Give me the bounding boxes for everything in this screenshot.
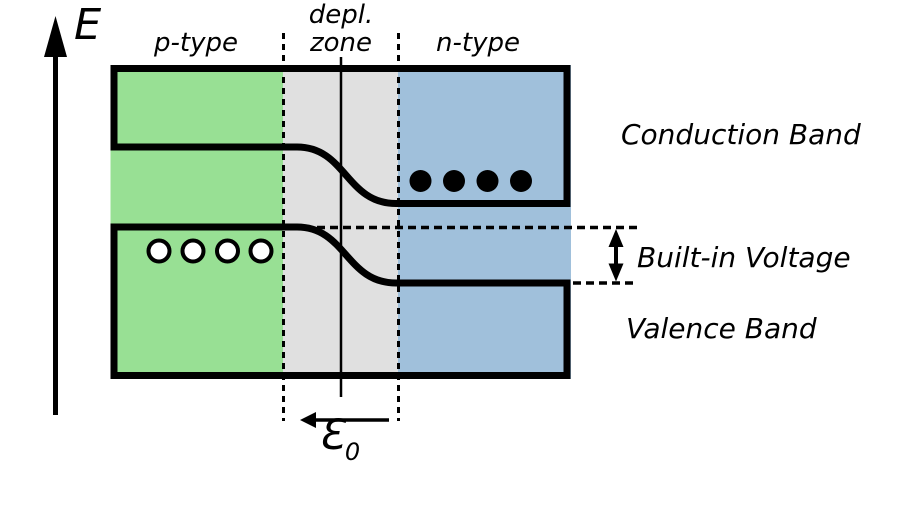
energy-axis-label: E <box>74 0 102 50</box>
depletion-zone-label-line2: zone <box>309 28 373 58</box>
field-direction-arrow <box>300 412 389 428</box>
energy-axis-arrow <box>44 16 67 415</box>
hole-dot <box>215 238 240 264</box>
electron-dot <box>510 170 532 192</box>
hole-dot <box>248 238 274 264</box>
valence-band-shape <box>110 223 571 379</box>
depletion-zone-label: depl. zone <box>309 1 374 57</box>
hole-dot <box>180 238 206 264</box>
electron-dot <box>476 170 499 192</box>
built-in-voltage-arrow <box>608 229 624 282</box>
electric-field-label: Ɛ0 <box>318 412 360 466</box>
hole-dot <box>146 238 172 264</box>
p-type-region-label: p-type <box>154 28 238 58</box>
conduction-band-label: Conduction Band <box>621 118 861 151</box>
hole-dots <box>146 238 274 264</box>
conduction-band-shape <box>110 65 571 207</box>
n-region-fill <box>398 65 571 379</box>
valence-band-label: Valence Band <box>626 312 817 345</box>
electric-field-symbol: Ɛ <box>318 410 344 459</box>
electron-dot <box>409 170 432 192</box>
n-type-region-label: n-type <box>436 28 520 58</box>
electric-field-subscript: 0 <box>344 438 361 466</box>
depletion-zone-label-line1: depl. <box>308 0 374 30</box>
p-region-fill <box>110 65 283 379</box>
electron-dots <box>409 170 532 192</box>
built-in-voltage-label: Built-in Voltage <box>637 241 851 274</box>
electron-dot <box>443 170 465 192</box>
